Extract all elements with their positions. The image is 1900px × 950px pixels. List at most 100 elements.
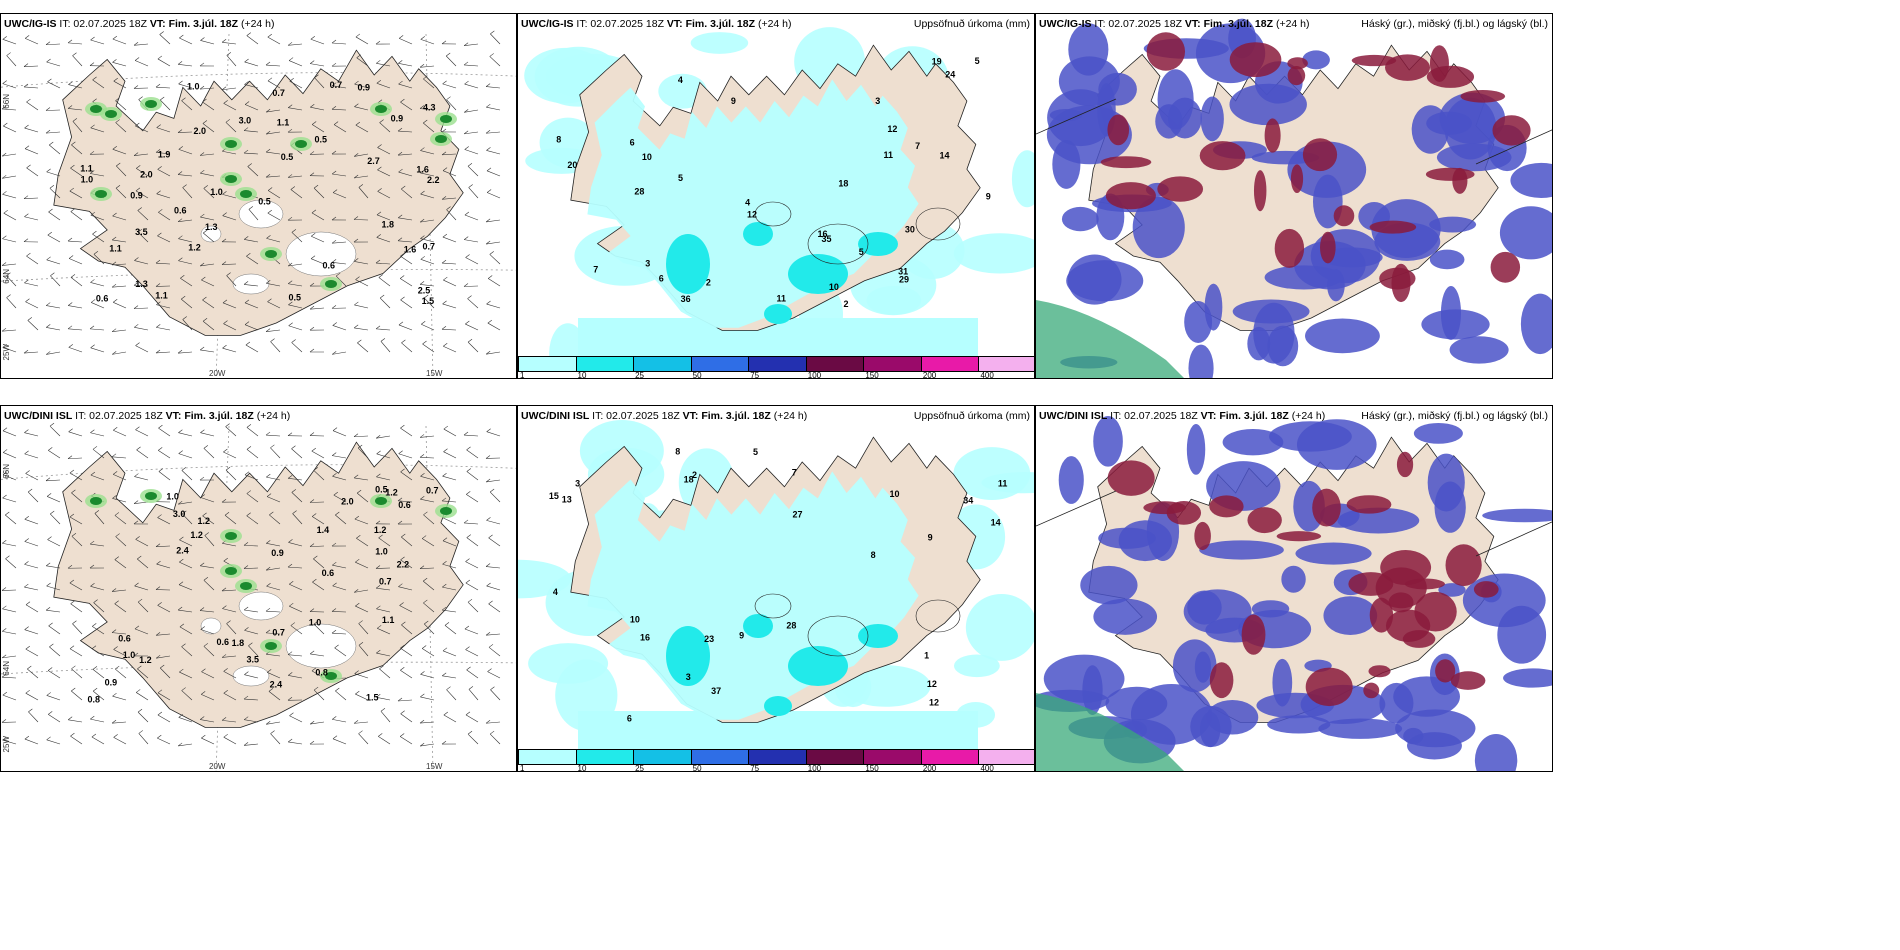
wind-barb-flag <box>423 511 428 516</box>
wind-barb <box>112 456 127 459</box>
wind-barb <box>24 629 39 635</box>
low-cloud <box>1503 668 1552 688</box>
wind-barb <box>181 690 193 701</box>
wind-barb-flag <box>67 105 73 109</box>
wind-barb-flag <box>2 605 7 610</box>
wind-barb-flag <box>354 258 359 262</box>
wind-barb <box>223 736 237 745</box>
wind-barb <box>311 236 325 243</box>
wind-barb <box>181 646 193 657</box>
wind-barb <box>46 259 61 265</box>
wind-barb-flag <box>223 448 228 453</box>
panel-title: UWC/DINI ISL IT: 02.07.2025 18Z VT: Fim.… <box>521 410 808 422</box>
wind-value: 1.2 <box>374 525 387 535</box>
wind-barb-flag <box>398 450 403 455</box>
wind-barb-flag <box>133 305 139 309</box>
wind-barb <box>420 567 435 570</box>
wind-barb <box>157 737 171 745</box>
wind-barb-flag <box>400 98 405 103</box>
wind-barb-flag <box>332 561 337 566</box>
wind-barb <box>489 254 501 265</box>
wind-barb <box>92 79 105 89</box>
wind-value: 1.3 <box>205 222 218 232</box>
wind-value: 3.0 <box>173 509 186 519</box>
wind-barb-flag <box>221 498 227 503</box>
precip-value: 9 <box>986 191 991 201</box>
wind-barb <box>157 58 171 67</box>
lon-label-15: 15W <box>426 369 443 378</box>
wind-barb <box>467 341 479 353</box>
wind-barb-flag <box>353 238 359 243</box>
cloud-map <box>1036 416 1552 771</box>
wind-barb <box>354 304 369 309</box>
wind-barb <box>376 435 391 439</box>
wind-barb <box>291 448 303 459</box>
precip-title: Uppsöfnuð úrkoma (mm) <box>913 410 1030 422</box>
wind-barb <box>2 175 17 179</box>
wind-barb-flag <box>48 667 53 671</box>
wind-barb <box>376 262 391 265</box>
precip-value: 24 <box>945 70 955 80</box>
low-cloud <box>1272 658 1293 707</box>
wind-barb <box>6 55 17 67</box>
wind-barb <box>266 109 281 113</box>
wind-barb <box>446 209 457 221</box>
wind-barb <box>288 654 303 657</box>
wind-barb <box>72 623 83 635</box>
wind-barb-flag <box>221 587 227 592</box>
wind-barb-flag <box>288 104 293 108</box>
wind-barb-flag <box>354 80 359 85</box>
wind-barb-flag <box>6 294 11 298</box>
lon-label-20: 20W <box>209 762 226 771</box>
wind-barb-flag <box>135 536 140 540</box>
wind-barb <box>68 42 83 45</box>
mid-cloud <box>1363 682 1380 699</box>
precip-value: 18 <box>838 179 848 189</box>
wind-barb-flag <box>265 566 271 571</box>
wind-barb <box>266 632 281 635</box>
wind-barb <box>313 470 325 481</box>
wind-barb <box>137 558 149 569</box>
wind-barb <box>266 64 281 67</box>
wind-barb <box>156 152 171 155</box>
wind-barb-flag <box>226 272 231 276</box>
wind-barb <box>398 171 413 177</box>
wind-barb-flag <box>375 325 381 330</box>
wind-barb-flag <box>266 540 271 544</box>
wind-barb-flag <box>223 320 228 324</box>
wind-barb-flag <box>182 510 187 515</box>
wind-barb-flag <box>89 151 95 155</box>
wind-barb-flag <box>2 471 8 475</box>
precip-value: 10 <box>829 282 839 292</box>
wind-barb-flag <box>70 164 75 169</box>
wind-barb-flag <box>111 328 117 332</box>
wind-barb-flag <box>1 152 7 157</box>
wind-barb-flag <box>178 714 183 718</box>
wind-barb-flag <box>46 736 51 741</box>
wind-barb-flag <box>135 122 140 127</box>
wind-barb <box>486 585 501 591</box>
wind-barb <box>464 83 479 89</box>
wind-barb-flag <box>138 96 143 100</box>
wind-barb-flag <box>311 209 317 214</box>
wind-barb-flag <box>2 191 7 195</box>
wind-barb-flag <box>332 189 338 193</box>
wind-barb-flag <box>157 55 163 60</box>
wind-barb-flag <box>243 281 249 285</box>
wind-barb <box>267 36 281 45</box>
wind-barb-flag <box>467 598 473 603</box>
low-cloud <box>1474 734 1518 771</box>
wind-barb-flag <box>376 694 381 698</box>
wind-barb-flag <box>310 103 315 108</box>
wind-barb-flag <box>25 470 30 474</box>
wind-value: 1.5 <box>422 296 435 306</box>
wind-barb <box>134 307 149 309</box>
wind-barb <box>225 122 237 133</box>
wind-barb <box>379 297 391 309</box>
precip-value: 3 <box>875 96 880 106</box>
wind-barb-flag <box>377 166 382 171</box>
wind-value: 1.1 <box>109 244 122 254</box>
wind-barb-flag <box>26 252 31 257</box>
wind-barb-flag <box>246 490 252 494</box>
wind-barb <box>488 647 501 657</box>
